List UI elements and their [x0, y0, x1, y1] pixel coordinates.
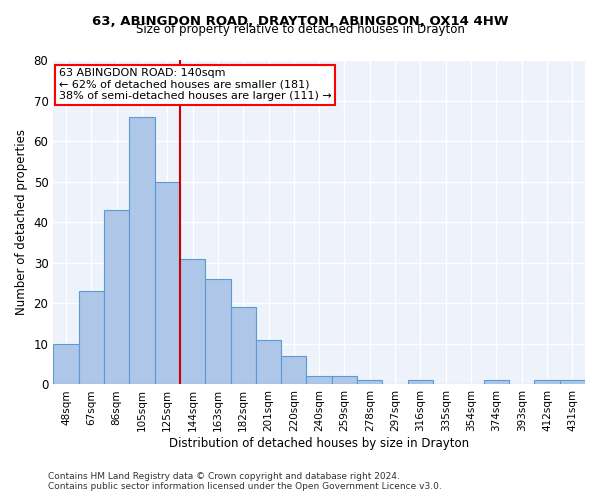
Bar: [256, 340, 281, 384]
Text: Contains HM Land Registry data © Crown copyright and database right 2024.: Contains HM Land Registry data © Crown c…: [48, 472, 400, 481]
Bar: [53, 344, 79, 385]
Bar: [560, 380, 585, 384]
Bar: [281, 356, 307, 384]
Bar: [484, 380, 509, 384]
Bar: [129, 117, 155, 384]
Text: Size of property relative to detached houses in Drayton: Size of property relative to detached ho…: [136, 22, 464, 36]
Bar: [230, 308, 256, 384]
X-axis label: Distribution of detached houses by size in Drayton: Distribution of detached houses by size …: [169, 437, 469, 450]
Bar: [535, 380, 560, 384]
Bar: [408, 380, 433, 384]
Bar: [180, 258, 205, 384]
Bar: [332, 376, 357, 384]
Bar: [205, 279, 230, 384]
Text: 63 ABINGDON ROAD: 140sqm
← 62% of detached houses are smaller (181)
38% of semi-: 63 ABINGDON ROAD: 140sqm ← 62% of detach…: [59, 68, 331, 102]
Bar: [155, 182, 180, 384]
Bar: [104, 210, 129, 384]
Text: 63, ABINGDON ROAD, DRAYTON, ABINGDON, OX14 4HW: 63, ABINGDON ROAD, DRAYTON, ABINGDON, OX…: [92, 15, 508, 28]
Bar: [79, 291, 104, 384]
Bar: [307, 376, 332, 384]
Text: Contains public sector information licensed under the Open Government Licence v3: Contains public sector information licen…: [48, 482, 442, 491]
Bar: [357, 380, 382, 384]
Y-axis label: Number of detached properties: Number of detached properties: [15, 129, 28, 315]
